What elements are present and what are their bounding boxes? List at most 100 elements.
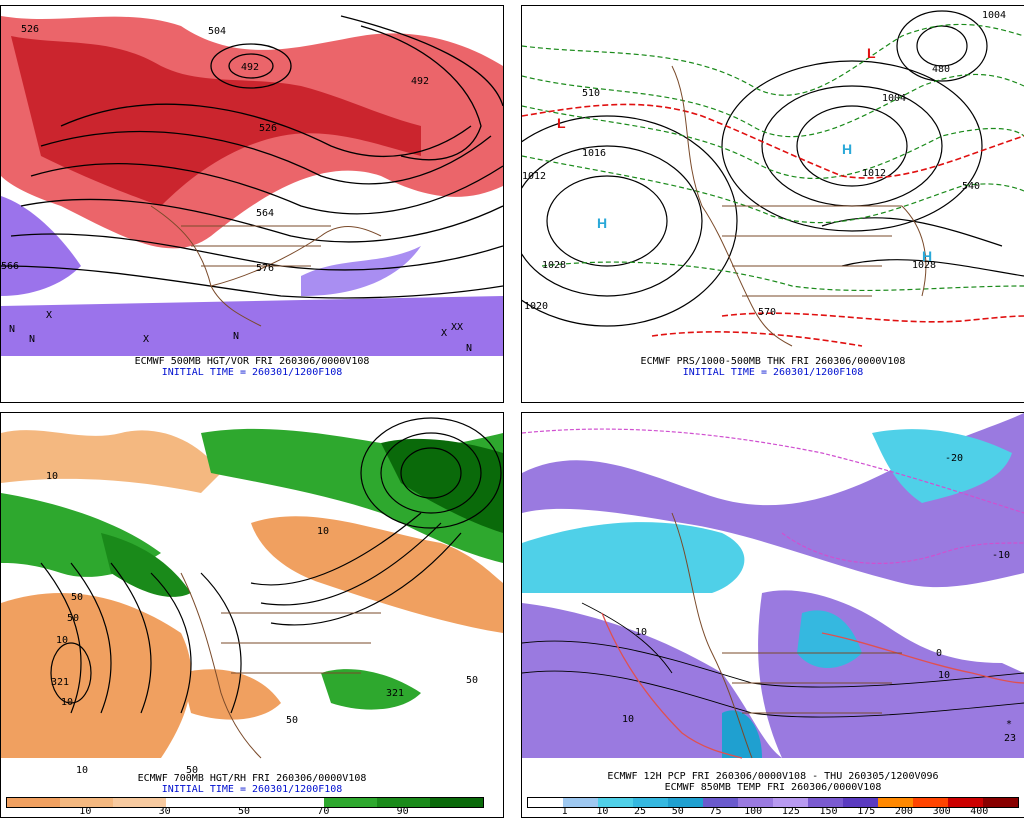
svg-text:1012: 1012: [522, 171, 546, 182]
colorbar-swatch: [112, 798, 166, 807]
map-500mb: 526 504 492 526 492 564 576 566 N N N N …: [1, 6, 503, 356]
svg-text:N: N: [466, 343, 472, 354]
svg-text:576: 576: [256, 263, 274, 274]
high-pressure-icon: H: [922, 248, 932, 264]
svg-text:510: 510: [582, 88, 600, 99]
init-time: INITIAL TIME = 260301/1200F108: [161, 367, 343, 378]
svg-text:1004: 1004: [982, 10, 1006, 21]
colorbar-swatch: [983, 798, 1018, 807]
colorbar-tick-label: 70: [317, 806, 330, 817]
colorbar-swatch: [913, 798, 948, 807]
svg-text:492: 492: [241, 62, 259, 73]
svg-text:N: N: [233, 331, 239, 342]
colorbar-swatch: [598, 798, 633, 807]
svg-text:-10: -10: [992, 550, 1010, 561]
colorbar-tick-label: 300: [932, 806, 951, 817]
map-pcp-temp: 10 10 10 0 -10 -20 23 *: [522, 413, 1024, 759]
colorbar-tick-label: 30: [158, 806, 171, 817]
colorbar-swatch: [948, 798, 983, 807]
colorbar-swatch: [377, 798, 431, 807]
colorbar-swatch: [703, 798, 738, 807]
svg-text:N: N: [29, 334, 35, 345]
panel-12h-pcp-850mb-temp: 10 10 10 0 -10 -20 23 * ECMWF 12H PCP FR…: [521, 412, 1024, 818]
svg-text:10: 10: [622, 714, 634, 725]
low-pressure-icon: L: [867, 45, 876, 61]
colorbar-tick-label: 10: [79, 806, 92, 817]
svg-text:50: 50: [71, 592, 83, 603]
svg-text:10: 10: [56, 635, 68, 646]
panel-caption: ECMWF 12H PCP FRI 260306/0000V108 - THU …: [607, 771, 939, 782]
colorbar-swatch: [668, 798, 703, 807]
colorbar-tick-label: 10: [596, 806, 609, 817]
svg-text:1004: 1004: [882, 93, 906, 104]
svg-text:564: 564: [256, 208, 274, 219]
svg-text:10: 10: [46, 471, 58, 482]
svg-text:492: 492: [411, 76, 429, 87]
svg-text:1028: 1028: [912, 260, 936, 271]
svg-text:1016: 1016: [582, 148, 606, 159]
colorbar-tick-label: 150: [819, 806, 838, 817]
svg-text:50: 50: [466, 675, 478, 686]
colorbar-swatch: [878, 798, 913, 807]
rh-colorbar: [6, 797, 484, 808]
svg-text:10: 10: [938, 670, 950, 681]
map-prs-thk: H H H L L 1020 1004 1004 1016 1028 1028 …: [522, 6, 1024, 356]
colorbar-tick-label: 50: [237, 806, 251, 817]
colorbar-tick-label: 125: [781, 806, 800, 817]
panel-700mb-hgt-rh: 10 50 10 50 321 10 10 50 50 321 10 50 EC…: [0, 412, 504, 818]
colorbar-tick-label: 400: [970, 806, 989, 817]
svg-text:526: 526: [259, 123, 277, 134]
svg-text:50: 50: [186, 765, 198, 776]
init-time: INITIAL TIME = 260301/1200F108: [682, 367, 864, 378]
colorbar-swatch: [773, 798, 808, 807]
map-700mb: 10 50 10 50 321 10 10 50 50 321 10 50: [1, 413, 503, 776]
colorbar-swatch: [7, 798, 60, 807]
svg-text:504: 504: [208, 26, 226, 37]
colorbar-tick-label: 1: [561, 806, 568, 817]
panel-caption: ECMWF 700MB HGT/RH FRI 260306/0000V108: [137, 773, 367, 784]
svg-text:1028: 1028: [542, 260, 566, 271]
svg-text:X: X: [441, 328, 447, 339]
svg-text:321: 321: [386, 688, 404, 699]
svg-text:480: 480: [932, 64, 950, 75]
colorbar-swatch: [563, 798, 598, 807]
colorbar-tick-label: 75: [709, 806, 722, 817]
panel-500mb-hgt-vor: 526 504 492 526 492 564 576 566 N N N N …: [0, 5, 504, 403]
svg-text:1012: 1012: [862, 168, 886, 179]
panel-caption-2: ECMWF 850MB TEMP FRI 260306/0000V108: [664, 782, 882, 793]
svg-text:566: 566: [1, 261, 19, 272]
svg-text:23: 23: [1004, 733, 1016, 744]
svg-text:10: 10: [635, 627, 647, 638]
colorbar-swatch: [59, 798, 113, 807]
svg-text:526: 526: [21, 24, 39, 35]
svg-text:X: X: [46, 310, 52, 321]
svg-text:10: 10: [317, 526, 329, 537]
colorbar-swatch: [528, 798, 563, 807]
panel-prs-thickness: H H H L L 1020 1004 1004 1016 1028 1028 …: [521, 5, 1024, 403]
panel-caption: ECMWF 500MB HGT/VOR FRI 260306/0000V108: [134, 356, 370, 367]
colorbar-tick-label: 100: [744, 806, 763, 817]
svg-text:540: 540: [962, 181, 980, 192]
colorbar-swatch: [218, 798, 272, 807]
asterisk-icon: *: [1006, 719, 1012, 730]
colorbar-swatch: [430, 798, 484, 807]
colorbar-swatch: [633, 798, 668, 807]
colorbar-tick-label: 175: [857, 806, 876, 817]
svg-text:X: X: [143, 334, 149, 345]
svg-text:0: 0: [936, 648, 942, 659]
svg-text:-20: -20: [945, 453, 963, 464]
svg-text:10: 10: [61, 697, 73, 708]
svg-text:1020: 1020: [524, 301, 548, 312]
colorbar-swatch: [165, 798, 219, 807]
svg-text:XX: XX: [451, 322, 463, 333]
svg-text:50: 50: [286, 715, 298, 726]
colorbar-tick-label: 90: [396, 806, 409, 817]
colorbar-tick-label: 25: [634, 806, 647, 817]
colorbar-swatch: [738, 798, 773, 807]
svg-text:321: 321: [51, 677, 69, 688]
svg-text:10: 10: [76, 765, 88, 776]
colorbar-tick-label: 50: [671, 806, 684, 817]
svg-text:50: 50: [67, 613, 79, 624]
pcp-colorbar: [527, 797, 1019, 808]
colorbar-swatch: [271, 798, 325, 807]
